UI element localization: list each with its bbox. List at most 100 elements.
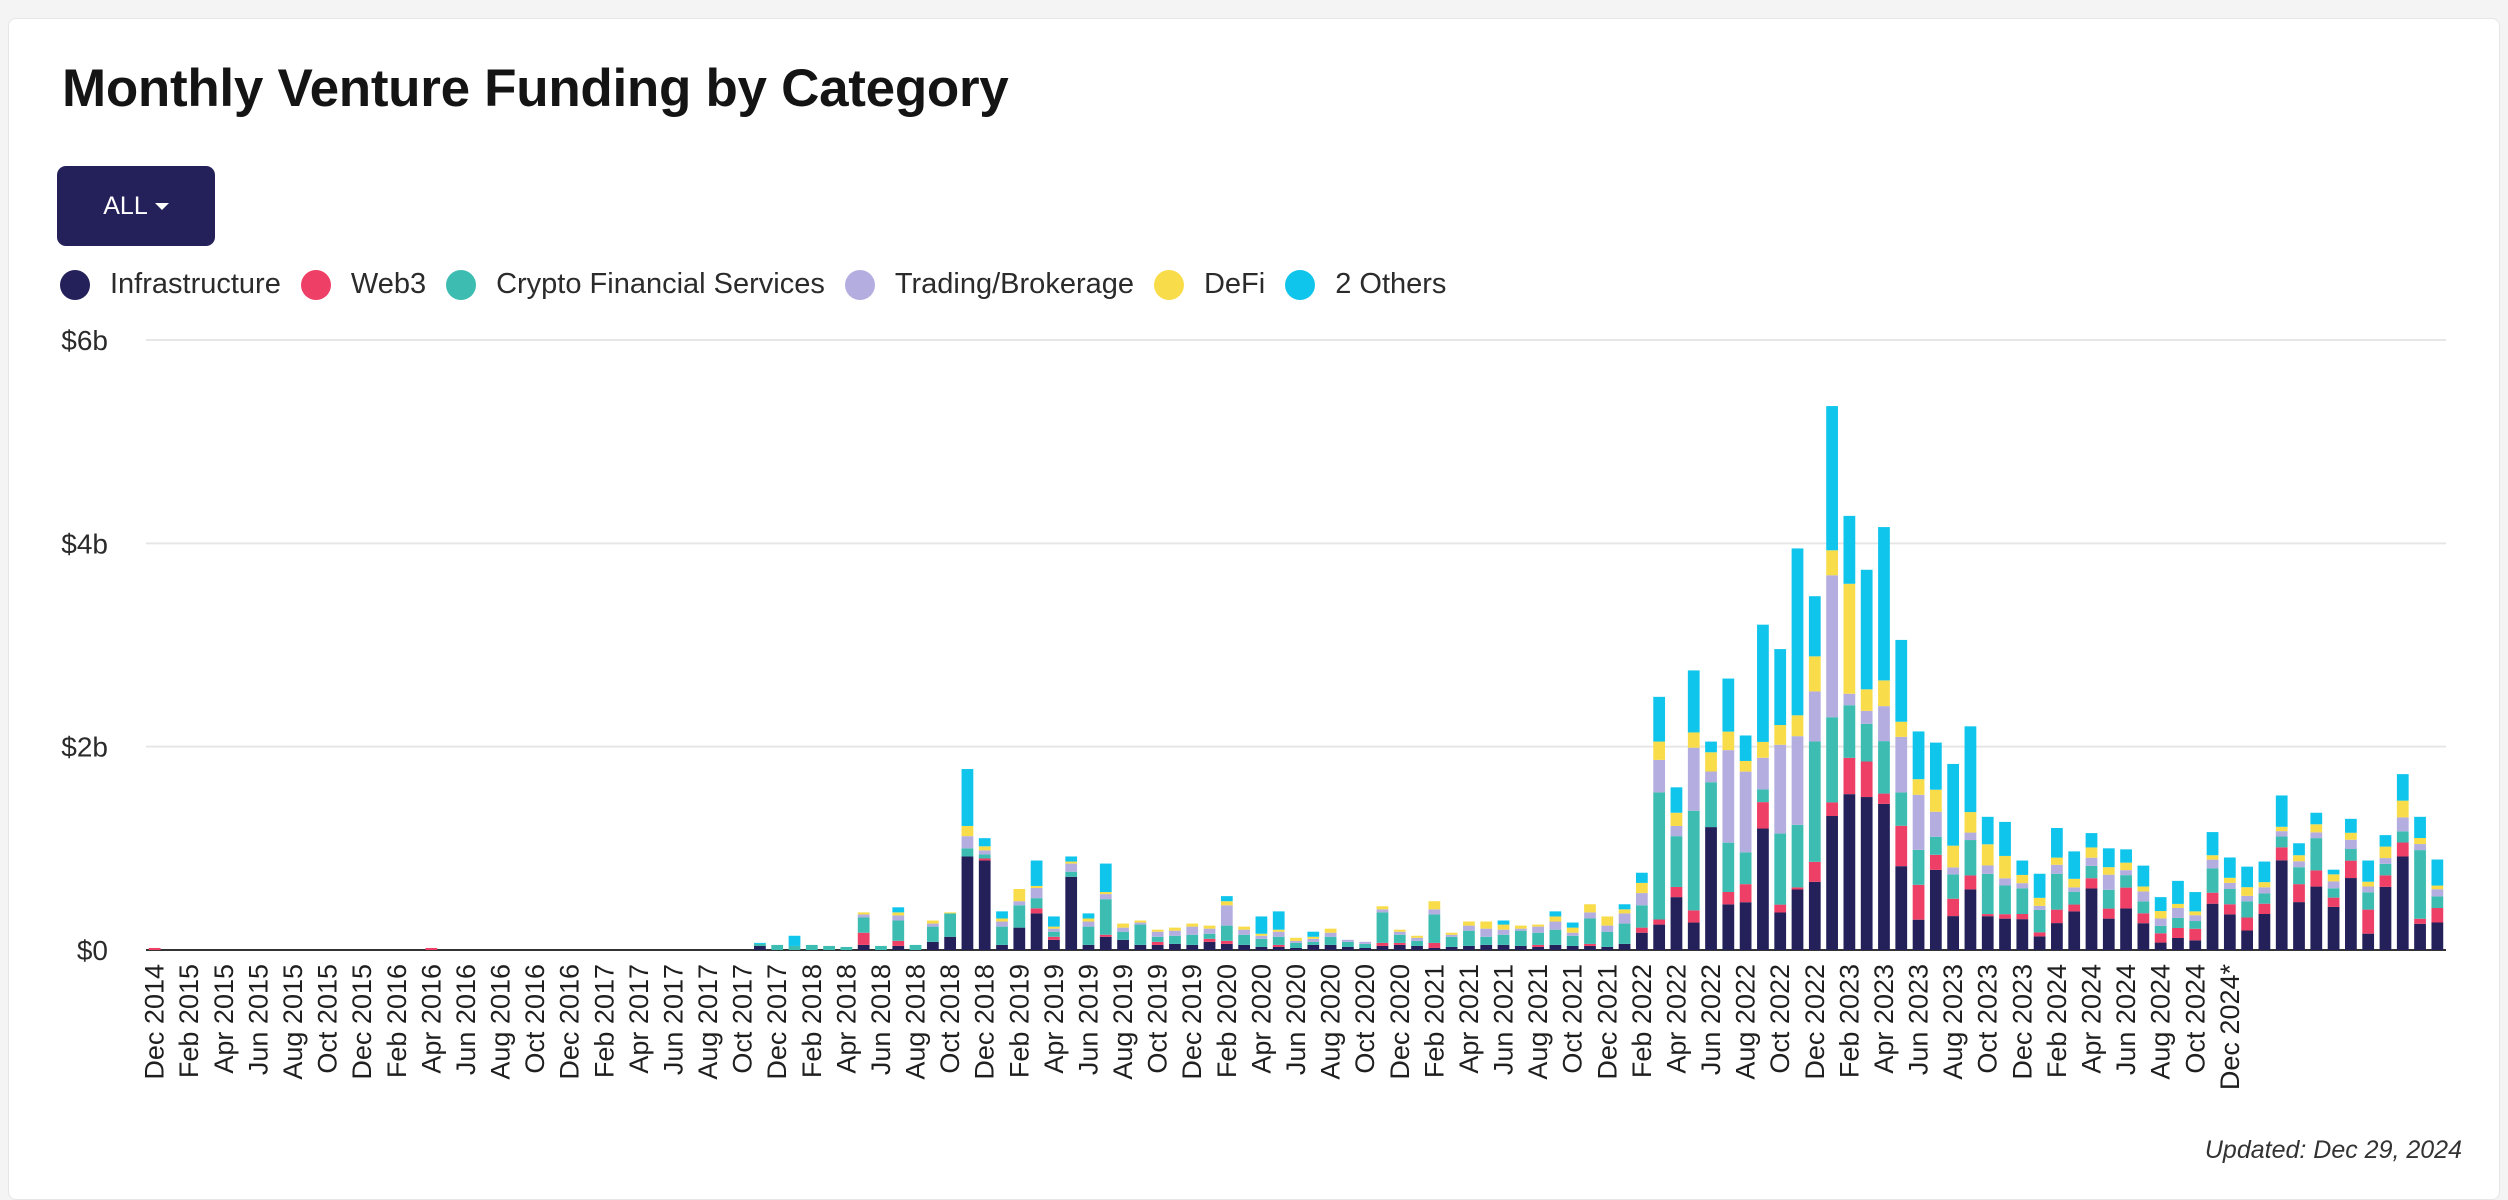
- bar-segment: [2362, 881, 2375, 887]
- bar-segment: [2327, 874, 2340, 882]
- bar-segment: [1947, 916, 1960, 950]
- legend-item-web3[interactable]: Web3: [300, 268, 427, 301]
- bar-segment: [1670, 812, 1683, 826]
- bar-segment: [892, 920, 905, 941]
- bar-segment: [1635, 927, 1648, 933]
- x-tick-label: Apr 2016: [416, 964, 446, 1074]
- bar-segment: [1999, 914, 2011, 919]
- bar-segment: [2275, 831, 2288, 837]
- web3-dot-icon: [300, 269, 331, 300]
- bar-segment: [2431, 908, 2444, 923]
- legend-label: Web3: [350, 268, 427, 300]
- bar-segment: [1514, 945, 1527, 950]
- bar-segment: [2362, 860, 2375, 882]
- defi-dot-icon: [1153, 269, 1184, 300]
- bar-segment: [1203, 928, 1216, 934]
- x-tick-label: Dec 2023: [2007, 964, 2037, 1080]
- bar-segment: [1774, 725, 1787, 745]
- bar-segment: [1618, 913, 1631, 924]
- legend-label: Infrastructure: [110, 268, 281, 300]
- bar-segment: [1099, 863, 1112, 893]
- bar-segment: [1013, 889, 1026, 902]
- bar-segment: [1324, 928, 1337, 933]
- bar-segment: [1065, 863, 1078, 872]
- bar-segment: [1048, 928, 1060, 932]
- bar-segment: [1272, 946, 1285, 950]
- bar-segment: [2051, 873, 2063, 910]
- bar-segment: [1981, 865, 1994, 874]
- bar-segment: [2275, 826, 2288, 832]
- bar-segment: [1307, 936, 1320, 939]
- bar-segment: [1999, 821, 2011, 856]
- filter-label: ALL: [103, 191, 148, 220]
- bar-segment: [2033, 932, 2046, 937]
- bar-segment: [1618, 943, 1631, 950]
- bar-segment: [1774, 744, 1787, 834]
- bar-segment: [1947, 845, 1960, 868]
- bar-segment: [1739, 760, 1752, 772]
- bar-segment: [2275, 795, 2288, 827]
- legend-item-defi[interactable]: DeFi: [1153, 268, 1265, 301]
- bar-segment: [1981, 844, 1994, 866]
- bar-segment: [1860, 710, 1873, 724]
- bar-segment: [2327, 897, 2340, 907]
- bar-segment: [857, 914, 870, 918]
- bar-segment: [1808, 861, 1821, 882]
- bar-segment: [1929, 742, 1942, 790]
- bar-segment: [1082, 918, 1095, 922]
- legend-item-crypto-financial-services[interactable]: Crypto Financial Services: [446, 268, 825, 301]
- bar-segment: [1272, 911, 1285, 930]
- bar-segment: [805, 944, 818, 950]
- legend-item-trading-brokerage[interactable]: Trading/Brokerage: [844, 268, 1134, 301]
- bar-segment: [2362, 933, 2375, 950]
- bar-segment: [2172, 937, 2184, 950]
- legend-item-others[interactable]: 2 Others: [1285, 268, 1446, 301]
- bar-segment: [2137, 891, 2150, 902]
- bar-segment: [2051, 857, 2063, 865]
- bar-segment: [2396, 800, 2409, 818]
- bar-segment: [1151, 944, 1164, 950]
- category-filter-dropdown[interactable]: ALL: [57, 166, 215, 246]
- x-tick-label: Oct 2019: [1143, 964, 1173, 1074]
- bar-segment: [2241, 930, 2254, 950]
- legend-item-infrastructure[interactable]: Infrastructure: [60, 268, 281, 301]
- bar-segment: [1687, 922, 1700, 950]
- bar-segment: [2258, 882, 2271, 888]
- bar-segment: [978, 846, 991, 851]
- bar-segment: [1584, 918, 1596, 944]
- bar-segment: [2085, 878, 2098, 889]
- bar-segment: [1428, 914, 1441, 943]
- bar-segment: [2206, 903, 2219, 950]
- x-tick-label: Oct 2021: [1558, 964, 1588, 1074]
- bar-segment: [1860, 797, 1873, 950]
- bar-segment: [1757, 741, 1769, 758]
- bar-segment: [788, 945, 801, 950]
- bar-segment: [944, 913, 957, 937]
- bar-segment: [2189, 921, 2202, 929]
- bar-segment: [857, 944, 870, 950]
- bar-segment: [2275, 860, 2288, 950]
- bar-segment: [2275, 836, 2288, 848]
- x-tick-label: Feb 2023: [1834, 964, 1864, 1078]
- bar-segment: [2154, 911, 2167, 919]
- bar-segment: [2414, 844, 2426, 851]
- bar-segment: [2379, 835, 2392, 847]
- bar-segment: [1272, 931, 1285, 937]
- bar-segment: [1826, 802, 1838, 817]
- bar-segment: [823, 945, 835, 950]
- x-tick-label: Oct 2023: [1973, 964, 2003, 1074]
- bar-segment: [1445, 934, 1458, 937]
- bar-segment: [1670, 886, 1683, 898]
- bar-segment: [2085, 865, 2098, 879]
- bar-segment: [1186, 923, 1199, 927]
- bar-segment: [1912, 794, 1925, 850]
- bar-segment: [2327, 906, 2340, 950]
- bar-segment: [1791, 736, 1804, 825]
- bar-segment: [1048, 916, 1060, 927]
- bar-segment: [2033, 936, 2046, 950]
- bar-segment: [2206, 832, 2219, 856]
- bar-segment: [1929, 869, 1942, 950]
- bar-segment: [2293, 884, 2305, 903]
- bar-segment: [1878, 527, 1890, 681]
- bar-segment: [2172, 927, 2184, 938]
